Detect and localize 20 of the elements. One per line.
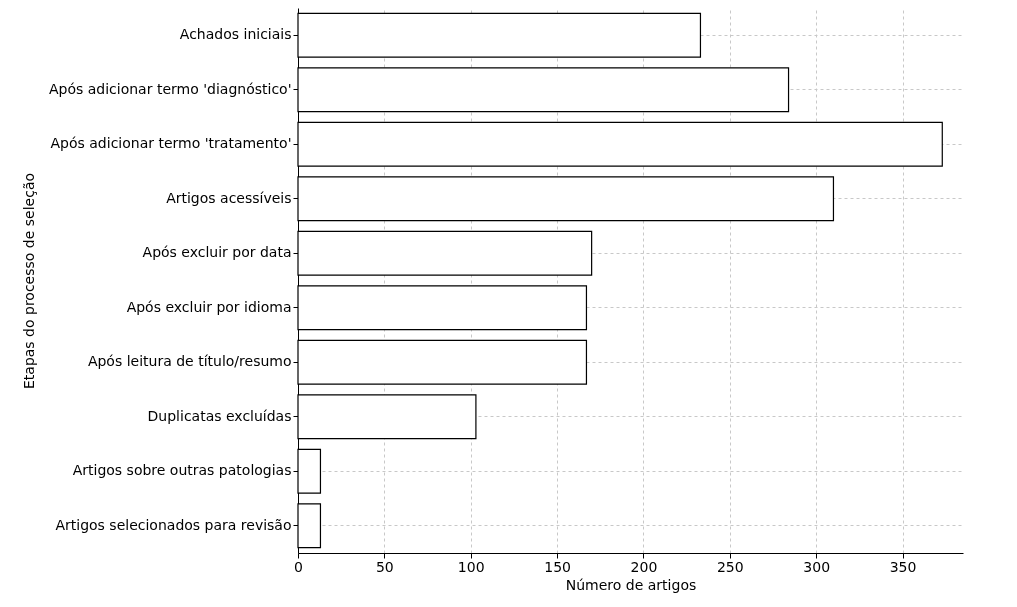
y-tick-label: Após excluir por data	[142, 244, 292, 261]
x-tick-label: 300	[803, 558, 831, 575]
x-tick-label: 200	[630, 558, 658, 575]
y-tick-label: Artigos sobre outras patologias	[72, 462, 292, 479]
y-tick-label: Após adicionar termo 'diagnóstico'	[48, 80, 292, 97]
x-tick-label: 350	[889, 558, 917, 575]
y-tick-label: Após leitura de título/resumo	[87, 353, 292, 370]
x-tick-label: 100	[457, 558, 485, 575]
y-tick-label: Artigos selecionados para revisão	[55, 516, 292, 533]
x-tick-label: 250	[716, 558, 744, 575]
y-tick-label: Duplicatas excluídas	[147, 407, 292, 424]
y-tick-label: Após adicionar termo 'tratamento'	[50, 135, 292, 152]
y-axis-title: Etapas do processo de seleção	[20, 172, 37, 390]
x-axis-title: Número de artigos	[565, 576, 697, 593]
x-tick-label: 150	[544, 558, 571, 575]
y-tick-label: Artigos acessíveis	[166, 189, 292, 206]
y-tick-label: Achados iniciais	[179, 26, 292, 43]
x-tick-label: 0	[294, 558, 303, 575]
y-tick-label: Após excluir por idioma	[126, 298, 292, 315]
x-tick-label: 50	[375, 558, 394, 575]
